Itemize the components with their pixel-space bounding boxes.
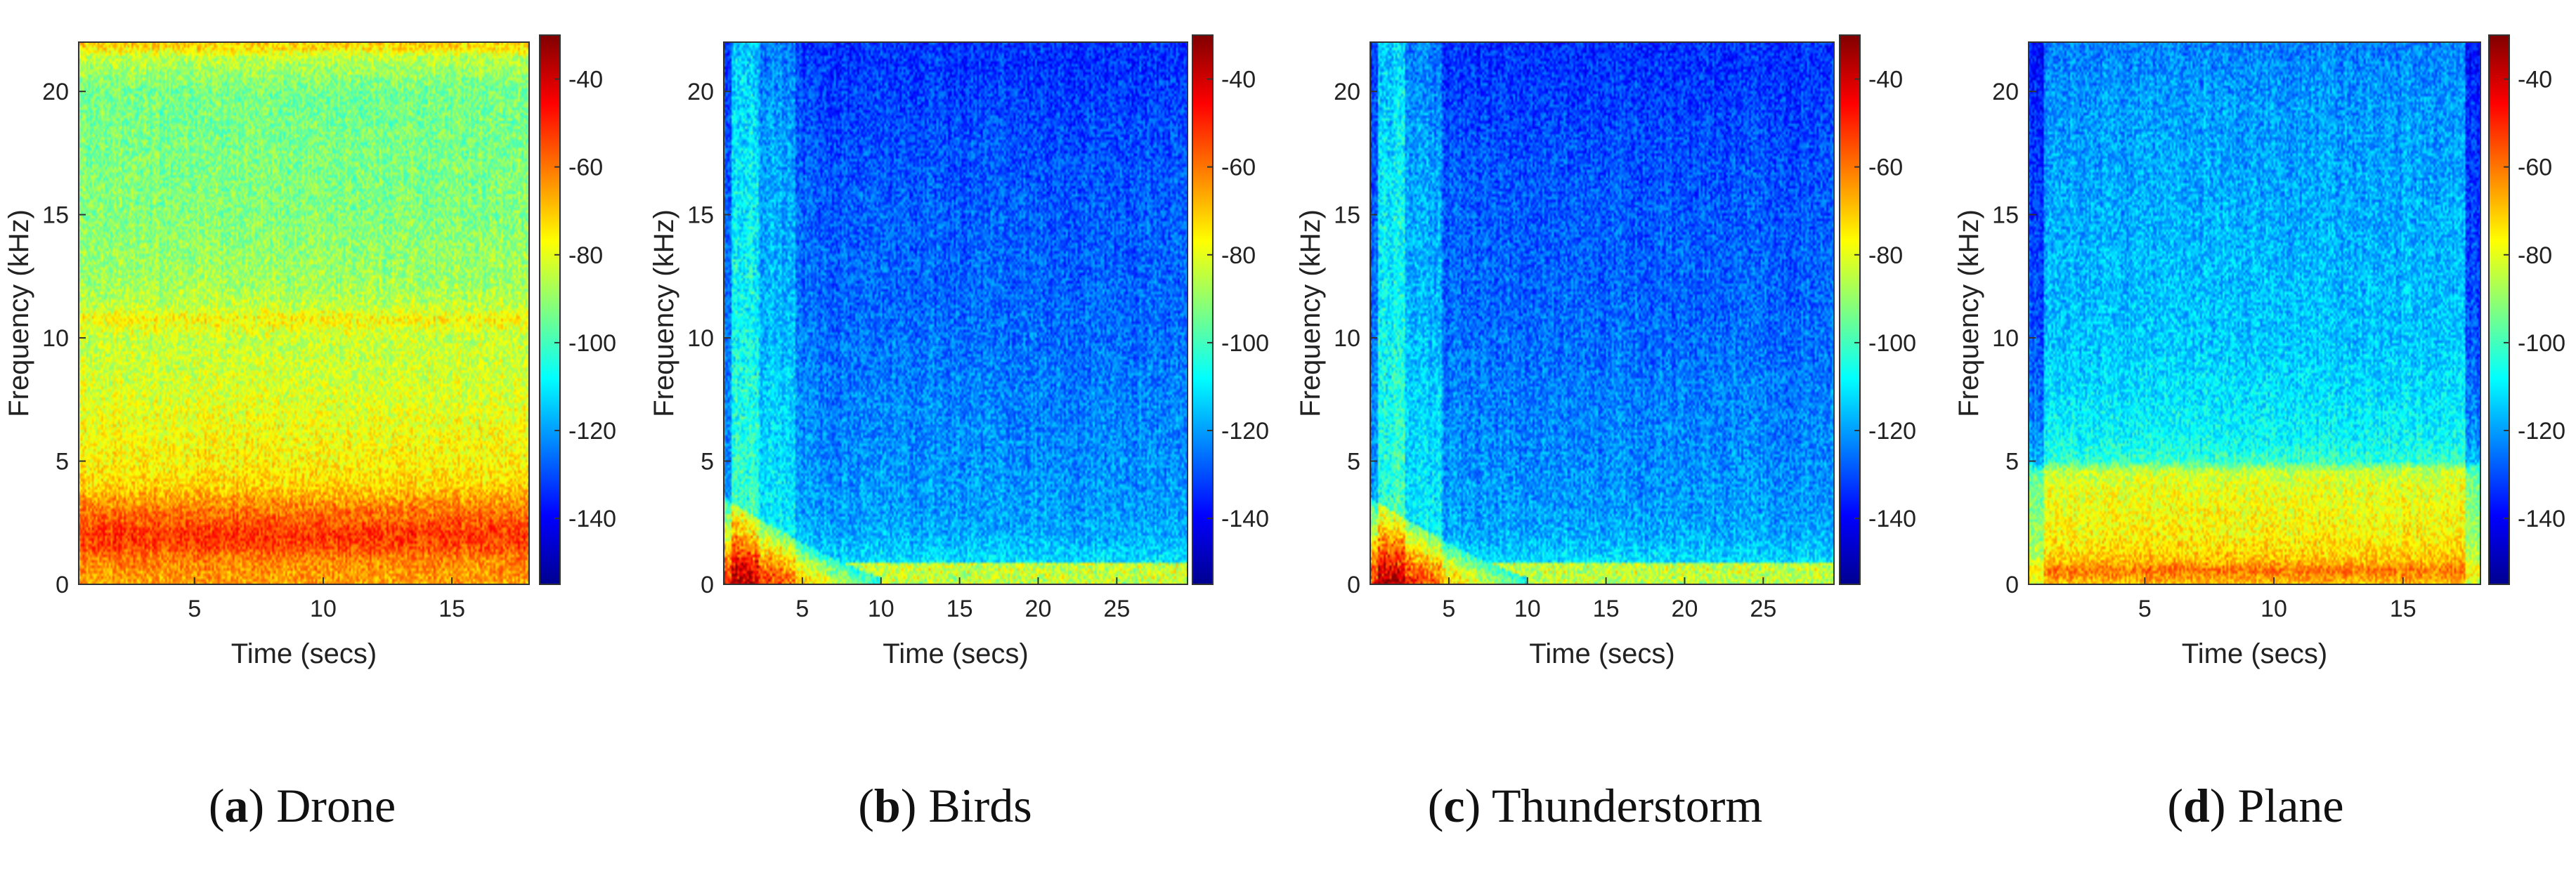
caption-text: Drone [276,779,396,832]
y-tick-label: 0 [56,572,69,598]
y-tick-label: 15 [1992,202,2019,229]
plot-frame [2028,41,2481,585]
plot-frame [1370,41,1835,585]
x-tick-label: 20 [1025,596,1052,622]
y-tick-label: 15 [687,202,714,229]
colorbar-tick-label: -40 [1221,67,1256,93]
colorbar-tick-label: -140 [2518,506,2565,532]
x-tick-label: 25 [1103,596,1130,622]
x-axis-label: Time (secs) [1529,638,1674,669]
spectrogram-heatmap [2029,42,2480,584]
y-tick-label: 20 [1992,79,2019,105]
x-tick-label: 25 [1750,596,1776,622]
x-axis-label: Time (secs) [231,638,377,669]
y-axis-label: Frequency (kHz) [1295,209,1326,417]
caption-text: Birds [928,779,1032,832]
colorbar-tick-label: -40 [2518,67,2552,93]
y-tick-label: 10 [687,325,714,352]
colorbar-tick-label: -120 [1868,418,1916,445]
colorbar-tick-label: -60 [1868,155,1903,181]
caption-letter: b [874,779,901,832]
y-tick-label: 20 [42,79,69,105]
x-tick-label: 15 [438,596,465,622]
spectrogram-panel-b: 5 10 15 20 25 0 5 10 15 20 Time (secs) Frequency (k… [649,34,1269,832]
plot-frame [723,41,1188,585]
colorbar-tick-label: -100 [2518,330,2565,357]
y-tick-label: 20 [687,79,714,105]
spectrogram-heatmap [1370,42,1834,584]
y-tick-label: 10 [1992,325,2019,352]
caption-letter: a [225,779,249,832]
colorbar-tick-label: -60 [568,155,603,181]
y-tick-label: 5 [701,449,714,475]
y-tick-label: 0 [2005,572,2019,598]
colorbar-tick-label: -100 [568,330,616,357]
colorbar-tick-label: -140 [1221,506,1269,532]
y-tick-label: 10 [42,325,69,352]
x-tick-label: 10 [1514,596,1541,622]
caption-text: Plane [2238,779,2344,832]
panel-caption: (d) Plane [2167,779,2343,832]
panel-caption: (b) Birds [858,779,1032,832]
colorbar-tick-label: -60 [2518,155,2552,181]
x-tick-label: 5 [1442,596,1455,622]
panel-caption: (a) Drone [209,779,396,832]
colorbar-tick-label: -80 [2518,242,2552,269]
y-axis-label: Frequency (kHz) [1953,209,1984,417]
x-tick-label: 15 [2390,596,2416,622]
colorbar [2488,34,2510,585]
caption-text: Thunderstorm [1492,779,1762,832]
y-tick-label: 15 [1334,202,1360,229]
colorbar-tick-label: -120 [1221,418,1269,445]
plot-frame [78,41,530,585]
colorbar-tick-label: -140 [568,506,616,532]
caption-letter: c [1443,779,1464,832]
y-tick-label: 0 [1347,572,1360,598]
spectrogram-panel-d: 5 10 15 0 5 10 15 20 Time (secs) Frequency (kHz) -… [1953,34,2565,832]
y-tick-label: 15 [42,202,69,229]
x-tick-label: 10 [310,596,337,622]
spectrogram-heatmap [79,42,529,584]
colorbar-tick-label: -40 [1868,67,1903,93]
panel-caption: (c) Thunderstorm [1428,779,1763,832]
x-axis-label: Time (secs) [883,638,1028,669]
y-axis-label: Frequency (kHz) [649,209,679,417]
colorbar-tick-label: -80 [1868,242,1903,269]
x-tick-label: 10 [2260,596,2287,622]
y-tick-label: 10 [1334,325,1360,352]
colorbar-tick-label: -100 [1868,330,1916,357]
x-axis-label: Time (secs) [2182,638,2327,669]
colorbar [539,34,561,585]
y-tick-label: 0 [701,572,714,598]
spectrogram-panel-c: 5 10 15 20 25 0 5 10 15 20 Time (secs) Frequency (k… [1295,34,1916,832]
y-tick-label: 5 [2005,449,2019,475]
y-tick-label: 20 [1334,79,1360,105]
colorbar-tick-label: -60 [1221,155,1256,181]
x-tick-label: 5 [795,596,809,622]
x-tick-label: 10 [868,596,895,622]
colorbar [1839,34,1861,585]
x-tick-label: 5 [188,596,201,622]
colorbar-tick-label: -80 [568,242,603,269]
y-tick-label: 5 [1347,449,1360,475]
colorbar-tick-label: -120 [568,418,616,445]
spectrogram-panel-a: 5 10 15 0 5 10 15 20 Time (secs) Frequency (kHz) -… [4,34,616,832]
caption-letter: d [2183,779,2210,832]
x-tick-label: 15 [1593,596,1620,622]
x-tick-label: 20 [1672,596,1698,622]
colorbar-tick-label: -140 [1868,506,1916,532]
x-tick-label: 15 [947,596,973,622]
colorbar-tick-label: -40 [568,67,603,93]
y-axis-label: Frequency (kHz) [4,209,34,417]
x-tick-label: 5 [2138,596,2152,622]
colorbar-tick-label: -120 [2518,418,2565,445]
spectrogram-heatmap [724,42,1188,584]
colorbar-tick-label: -100 [1221,330,1269,357]
colorbar-tick-label: -80 [1221,242,1256,269]
y-tick-label: 5 [56,449,69,475]
colorbar [1192,34,1214,585]
